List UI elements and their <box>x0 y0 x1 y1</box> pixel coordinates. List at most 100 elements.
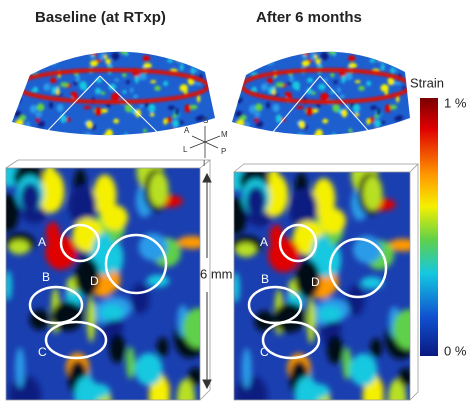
texture <box>122 89 127 94</box>
texture <box>15 125 22 132</box>
colorbar <box>420 98 438 356</box>
texture <box>347 55 356 62</box>
texture <box>13 94 18 99</box>
texture <box>149 112 155 117</box>
texture <box>179 63 184 72</box>
texture <box>133 94 138 99</box>
texture <box>184 104 191 113</box>
texture <box>273 302 306 333</box>
texture <box>352 133 357 136</box>
texture <box>105 129 113 136</box>
texture <box>210 84 215 93</box>
scale-label: 6 mm <box>200 266 233 281</box>
texture <box>298 51 302 53</box>
texture <box>232 45 236 49</box>
texture <box>83 132 93 136</box>
texture <box>339 94 345 99</box>
texture <box>48 58 58 66</box>
texture <box>245 121 250 128</box>
texture <box>307 298 316 344</box>
texture <box>305 106 314 116</box>
texture <box>319 208 346 234</box>
texture <box>379 59 388 63</box>
texture <box>315 58 322 65</box>
texture <box>103 54 108 60</box>
texture <box>387 238 410 252</box>
texture <box>138 73 147 81</box>
texture <box>322 118 329 124</box>
texture <box>318 306 342 322</box>
texture <box>11 46 15 52</box>
texture <box>30 89 39 93</box>
texture <box>407 67 410 76</box>
texture <box>12 87 15 95</box>
texture <box>370 338 383 358</box>
texture <box>390 66 394 76</box>
texture <box>210 67 215 76</box>
texture <box>59 44 67 48</box>
texture <box>232 51 236 54</box>
colorbar-min: 0 % <box>444 343 467 358</box>
texture <box>279 134 284 136</box>
texture <box>105 58 111 65</box>
texture <box>150 80 157 84</box>
texture <box>125 80 130 84</box>
texture <box>8 240 30 255</box>
orientation-label: L <box>183 145 188 154</box>
region-label: A <box>38 235 46 249</box>
texture <box>354 112 360 117</box>
texture <box>196 51 201 57</box>
region-label: A <box>260 235 268 249</box>
texture <box>170 128 178 135</box>
texture <box>332 103 340 113</box>
texture <box>170 136 175 143</box>
texture <box>341 109 348 118</box>
texture <box>369 116 375 124</box>
texture <box>400 56 405 66</box>
texture <box>174 108 180 116</box>
texture <box>380 84 389 92</box>
texture <box>154 85 161 91</box>
texture <box>83 84 87 91</box>
texture <box>83 105 92 110</box>
texture <box>248 104 257 114</box>
texture <box>172 119 179 128</box>
texture <box>235 119 245 127</box>
texture <box>134 352 163 386</box>
texture <box>369 58 376 63</box>
orientation-label: S <box>203 116 208 125</box>
texture <box>275 114 282 124</box>
texture <box>402 85 406 90</box>
texture <box>13 63 17 67</box>
texture <box>366 51 372 53</box>
texture <box>100 304 124 321</box>
texture <box>394 116 402 122</box>
texture <box>191 66 195 76</box>
texture <box>314 54 318 60</box>
texture <box>86 296 96 343</box>
texture <box>366 80 372 87</box>
texture <box>16 51 24 52</box>
texture <box>36 103 45 112</box>
texture <box>394 51 401 54</box>
texture <box>245 56 254 65</box>
region-label: B <box>42 270 50 284</box>
strain-volume <box>6 168 200 400</box>
texture <box>387 76 395 86</box>
texture <box>337 87 341 93</box>
scale-arrow <box>202 172 212 390</box>
texture <box>209 57 215 65</box>
texture <box>366 118 371 125</box>
texture <box>35 112 43 117</box>
texture <box>358 85 365 91</box>
texture <box>90 60 98 67</box>
texture <box>74 257 100 297</box>
texture <box>143 62 152 69</box>
texture <box>352 235 382 264</box>
texture <box>188 367 200 386</box>
texture <box>295 259 320 299</box>
texture <box>302 54 307 59</box>
texture <box>254 103 263 112</box>
texture <box>268 47 275 51</box>
texture <box>6 270 12 301</box>
